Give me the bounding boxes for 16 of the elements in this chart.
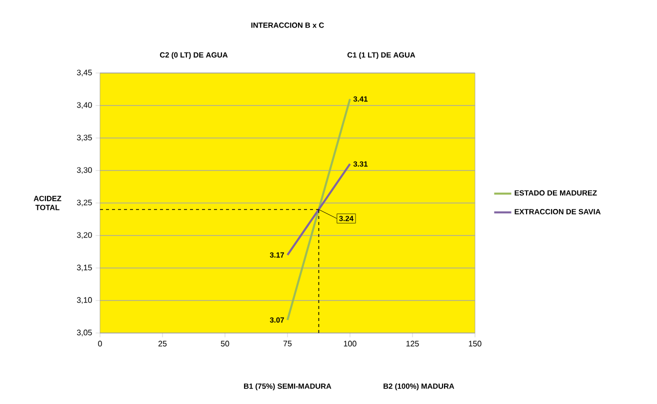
x-tick-label: 125 (406, 340, 419, 346)
y-tick-label: 3,30 (76, 167, 92, 174)
y-tick-label: 3,10 (76, 297, 92, 304)
x-tick-label: 50 (220, 340, 230, 346)
y-tick-label: 3,20 (76, 232, 92, 239)
x-tick-label: 150 (468, 340, 482, 346)
x-tick-label: 100 (344, 340, 356, 346)
x-tick-label: 75 (283, 340, 292, 346)
y-tick-label: 3,15 (76, 264, 92, 272)
y-tick-label: 3,35 (76, 134, 92, 142)
y-tick-label: 3,45 (76, 70, 92, 76)
y-tick-label: 3,25 (76, 200, 92, 206)
x-tick-label: 0 (98, 340, 102, 346)
y-tick-label: 3,40 (76, 102, 92, 109)
x-tick-label: 25 (158, 340, 167, 346)
y-tick-label: 3,05 (76, 330, 92, 336)
